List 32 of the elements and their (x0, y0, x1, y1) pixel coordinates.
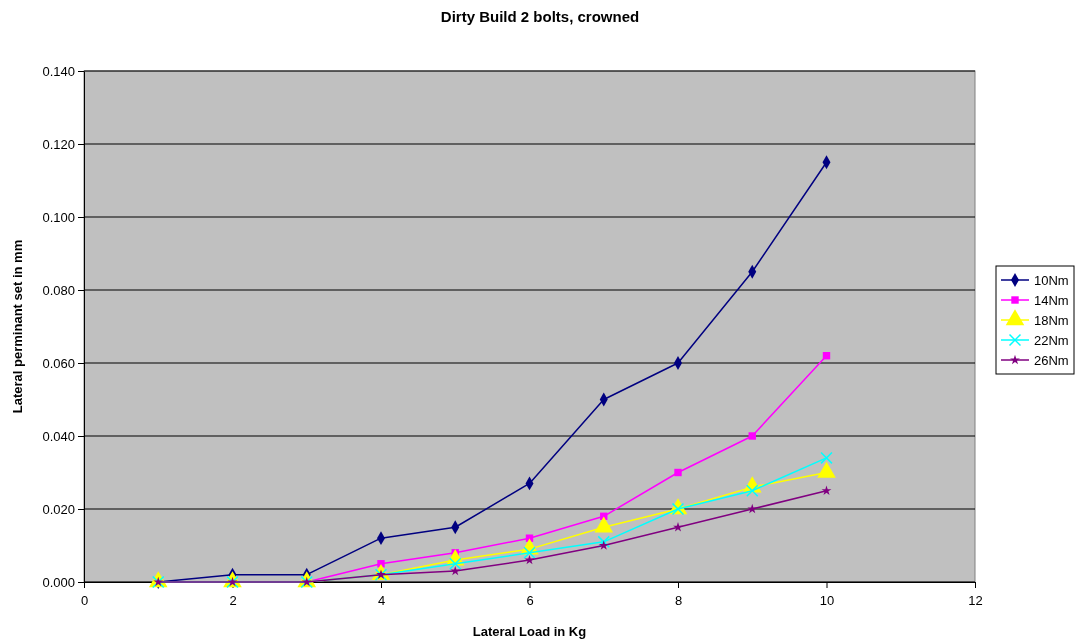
y-tick-label: 0.040 (42, 428, 75, 444)
y-tick-label: 0.060 (42, 355, 75, 371)
x-tick-label: 0 (80, 593, 89, 609)
legend-label: 26Nm (1034, 353, 1069, 368)
x-tick-label: 4 (377, 593, 386, 609)
legend-label: 14Nm (1034, 293, 1069, 308)
y-tick-label: 0.000 (42, 574, 75, 590)
x-tick-label: 2 (229, 593, 237, 609)
point (674, 468, 682, 477)
point (377, 560, 385, 568)
point (524, 554, 535, 565)
x-tick-label: 10 (819, 593, 835, 609)
y-axis-title: Lateral perminant set in mm (10, 239, 25, 414)
y-tick-label: 0.080 (42, 282, 75, 298)
x-tick-label: 12 (968, 593, 983, 609)
y-tick-label: 0.020 (42, 501, 75, 517)
point (748, 432, 756, 440)
y-tick-label: 0.140 (42, 63, 75, 79)
legend-label: 18Nm (1034, 313, 1069, 328)
chart-title: Dirty Build 2 bolts, crowned (440, 8, 640, 25)
legend-label: 10Nm (1034, 273, 1069, 288)
point (821, 485, 832, 495)
point (450, 565, 461, 576)
legend-label: 22Nm (1034, 333, 1069, 348)
x-tick-label: 6 (526, 593, 534, 609)
x-tick-label: 8 (674, 593, 683, 609)
y-tick-label: 0.120 (42, 136, 75, 152)
point (747, 503, 758, 514)
x-axis-title: Lateral Load in Kg (472, 624, 587, 639)
point (820, 451, 833, 465)
y-tick-label: 0.100 (42, 209, 75, 225)
point (597, 535, 610, 549)
